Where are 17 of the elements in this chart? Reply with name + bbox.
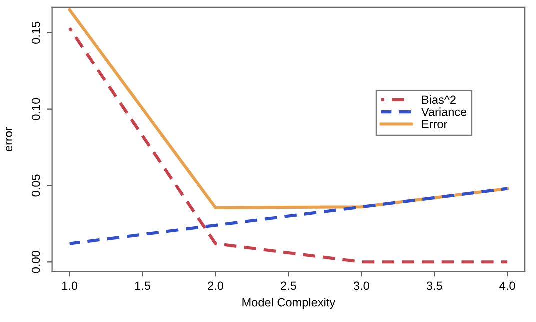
x-tick-label: 4.0 [500,282,516,290]
x-tick-label: 2.0 [208,282,224,290]
x-tick-label: 3.5 [426,282,442,290]
x-axis-title: Model Complexity [242,298,336,310]
x-tick-label: 1.0 [62,282,78,290]
x-tick-label: 1.5 [135,282,150,290]
y-axis-title: error [6,127,13,152]
line-series [68,187,510,246]
legend-label: Variance [421,108,467,116]
x-tick-label: 2.5 [281,282,296,290]
legend-label: Error [422,120,448,129]
x-tick-label: 3.0 [354,282,370,290]
legend-label: Bias^2 [422,95,456,104]
y-tick-label: 0.10 [32,98,40,120]
y-tick-label: 0.05 [32,174,40,197]
y-tick-label: 0.15 [32,22,40,44]
y-tick-label: 0.00 [32,251,40,274]
